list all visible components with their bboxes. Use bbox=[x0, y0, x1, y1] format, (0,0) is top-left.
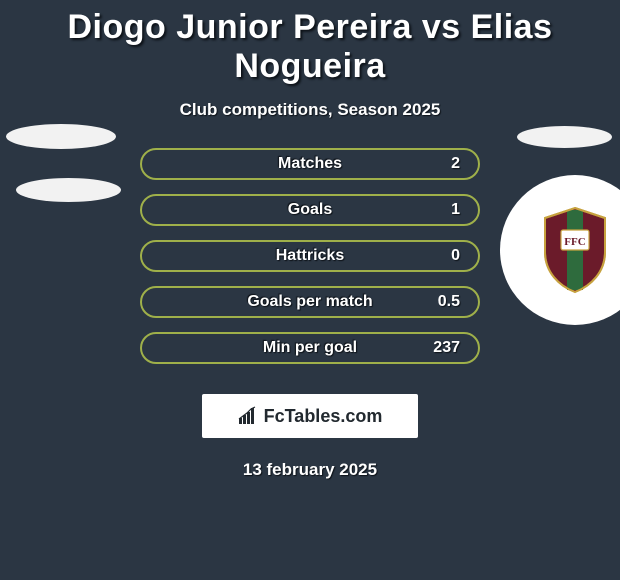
stat-right-value: 237 bbox=[430, 339, 460, 357]
stat-row-hattricks: Hattricks 0 bbox=[140, 240, 480, 272]
branding-banner: FcTables.com bbox=[202, 394, 418, 438]
stat-label: Goals bbox=[190, 201, 430, 219]
branding-text: FcTables.com bbox=[264, 406, 383, 427]
stat-right-value: 1 bbox=[430, 201, 460, 219]
stat-row-goals: Goals 1 bbox=[140, 194, 480, 226]
stat-right-value: 0 bbox=[430, 247, 460, 265]
stat-label: Matches bbox=[190, 155, 430, 173]
player-left-placeholder-1 bbox=[6, 124, 116, 149]
svg-text:FFC: FFC bbox=[564, 236, 585, 248]
stat-right-value: 0.5 bbox=[430, 293, 460, 311]
stat-label: Hattricks bbox=[190, 247, 430, 265]
stat-row-matches: Matches 2 bbox=[140, 148, 480, 180]
stat-label: Goals per match bbox=[190, 293, 430, 311]
page-title: Diogo Junior Pereira vs Elias Nogueira bbox=[0, 0, 620, 86]
player-right-placeholder bbox=[517, 126, 612, 148]
player-left-placeholder-2 bbox=[16, 178, 121, 202]
stat-row-min-per-goal: Min per goal 237 bbox=[140, 332, 480, 364]
bar-chart-icon bbox=[238, 406, 258, 426]
subtitle: Club competitions, Season 2025 bbox=[0, 100, 620, 120]
stat-label: Min per goal bbox=[190, 339, 430, 357]
stat-row-goals-per-match: Goals per match 0.5 bbox=[140, 286, 480, 318]
club-crest: FFC bbox=[500, 175, 620, 325]
stat-right-value: 2 bbox=[430, 155, 460, 173]
date-text: 13 february 2025 bbox=[0, 460, 620, 480]
crest-shield-icon: FFC bbox=[539, 206, 611, 294]
